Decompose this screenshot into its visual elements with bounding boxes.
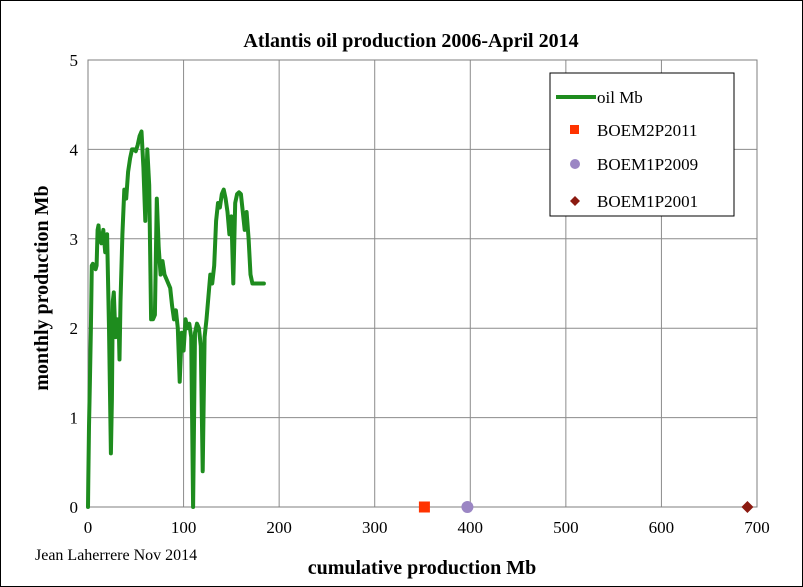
y-tick-label: 1 — [70, 409, 79, 428]
x-tick-label: 300 — [362, 518, 388, 537]
x-tick-label: 200 — [266, 518, 292, 537]
chart-title: Atlantis oil production 2006-April 2014 — [243, 30, 578, 52]
y-tick-label: 2 — [70, 319, 79, 338]
y-axis-title: monthly production Mb — [31, 185, 53, 390]
x-tick-label: 100 — [171, 518, 197, 537]
x-axis-title: cumulative production Mb — [308, 557, 537, 579]
x-tick-label: 400 — [458, 518, 484, 537]
legend-label-boem1p2001: BOEM1P2001 — [597, 192, 698, 211]
series-line-oil-mb — [86, 129, 266, 509]
marker-boem1p2009 — [461, 501, 474, 513]
y-tick-label: 4 — [70, 140, 79, 159]
marker-boem1p2001 — [741, 501, 754, 513]
legend: oil Mb BOEM2P2011 BOEM1P2009 BOEM1P2001 — [549, 72, 735, 217]
x-tick-label: 0 — [84, 518, 93, 537]
legend-swatch-boem1p2001 — [570, 196, 580, 206]
legend-label-oil-mb: oil Mb — [597, 88, 643, 107]
tick-labels: 0 1 2 3 4 5 0 100 200 300 400 500 600 700 — [70, 51, 770, 537]
author-credit: Jean Laherrere Nov 2014 — [35, 547, 197, 564]
legend-label-boem1p2009: BOEM1P2009 — [597, 155, 698, 174]
legend-label-boem2p2011: BOEM2P2011 — [597, 121, 697, 140]
series-layer — [86, 129, 754, 513]
x-tick-label: 700 — [744, 518, 770, 537]
x-tick-label: 500 — [553, 518, 579, 537]
legend-swatch-boem2p2011 — [570, 125, 579, 134]
y-tick-label: 0 — [70, 498, 79, 517]
legend-swatch-boem1p2009 — [570, 159, 580, 169]
x-tick-label: 600 — [649, 518, 675, 537]
marker-boem2p2011 — [418, 501, 430, 513]
y-tick-label: 3 — [70, 230, 79, 249]
y-tick-label: 5 — [70, 51, 79, 70]
